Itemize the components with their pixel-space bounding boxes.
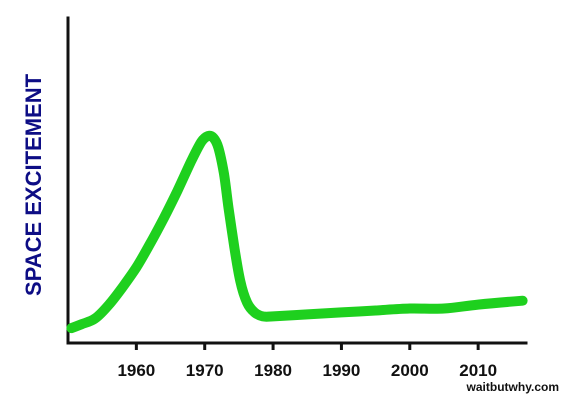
- x-tick-label: 1990: [323, 361, 361, 380]
- y-axis-label: SPACE EXCITEMENT: [21, 73, 46, 296]
- x-tick-label: 1960: [117, 361, 155, 380]
- x-tick-label: 2000: [391, 361, 429, 380]
- x-axis-ticks: 1960 1970 1980 1990 2000 2010: [117, 343, 497, 380]
- series-line: [66, 130, 528, 334]
- x-tick-label: 1970: [186, 361, 224, 380]
- credit-text: waitbutwhy.com: [466, 380, 559, 394]
- x-tick-label: 1980: [254, 361, 292, 380]
- x-tick-label: 2010: [459, 361, 497, 380]
